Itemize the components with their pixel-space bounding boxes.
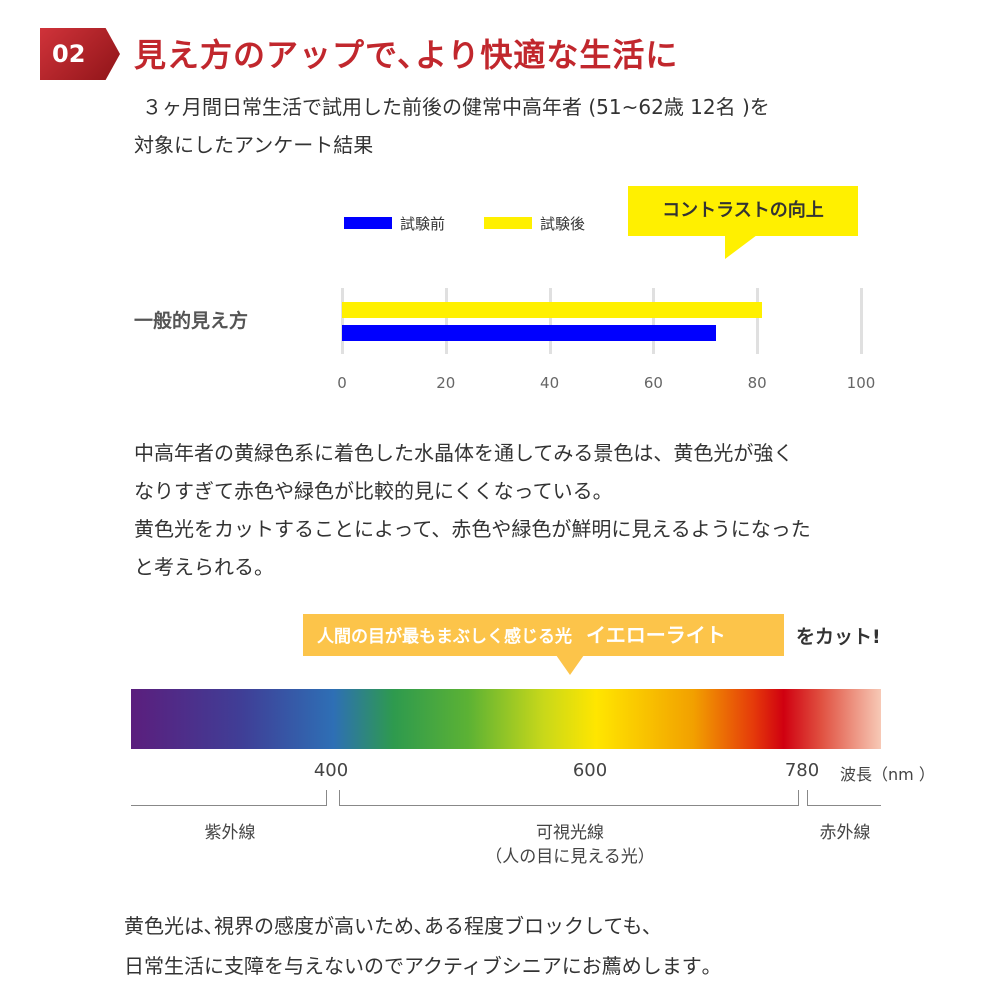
wavelength-780: 780: [784, 760, 820, 781]
explanation-line: 中高年者の黄緑色系に着色した水晶体を通してみる景色は、黄色光が強く: [134, 441, 794, 465]
gridline: [341, 288, 344, 354]
x-tick-label: 100: [846, 374, 876, 392]
footer-text: 黄色光は､視界の感度が高いため､ある程度ブロックしても､ 日常生活に支障を与えな…: [124, 906, 712, 986]
explanation-line: なりすぎて赤色や緑色が比較的見にくくなっている。: [134, 479, 613, 503]
intro-line: 対象にしたアンケート結果: [134, 133, 374, 157]
legend-label: 試験前: [400, 215, 446, 233]
uv-bracket: [131, 790, 327, 806]
gridline: [548, 288, 552, 354]
visible-note: （人の目に見える光）: [485, 847, 655, 867]
contrast-callout: コントラストの向上: [628, 186, 858, 236]
visible-bracket: [339, 790, 799, 806]
intro-text: ３ヶ月間日常生活で試用した前後の健常中高年者 (51~62歳 12名 )を 対象…: [134, 88, 770, 164]
yellow-light-banner: 人間の目が最もまぶしく感じる光 イエローライト: [303, 614, 784, 656]
banner-text: 人間の目が最もまぶしく感じる光: [317, 627, 572, 647]
gridline: [444, 288, 448, 354]
section-title: 見え方のアップで､より快適な生活に: [134, 36, 679, 74]
footer-line: 日常生活に支障を与えないのでアクティブシニアにお薦めします｡: [124, 954, 712, 978]
banner-highlight: イエローライト: [586, 623, 726, 647]
bar-before: [342, 325, 716, 341]
footer-line: 黄色光は､視界の感度が高いため､ある程度ブロックしても､: [124, 914, 653, 938]
banner-suffix: をカット!: [796, 626, 881, 648]
uv-label: 紫外線: [204, 823, 256, 843]
gridline: [860, 288, 863, 354]
legend-swatch: [344, 217, 392, 229]
visible-label: 可視光線: [536, 823, 604, 843]
legend-swatch: [484, 217, 532, 229]
bar-after: [342, 302, 763, 318]
wavelength-600: 600: [572, 760, 608, 781]
callout-tail: [725, 235, 757, 259]
banner-tail: [556, 655, 584, 675]
gridline: [756, 288, 760, 354]
explanation-line: と考えられる。: [134, 555, 274, 579]
intro-line: ３ヶ月間日常生活で試用した前後の健常中高年者 (51~62歳 12名 )を: [142, 95, 770, 119]
light-spectrum: [131, 689, 881, 749]
wavelength-unit: 波長（nm ）: [840, 765, 935, 784]
explanation-line: 黄色光をカットすることによって、赤色や緑色が鮮明に見えるようになった: [134, 517, 811, 541]
gridline: [652, 288, 656, 354]
section-number-badge: 02: [40, 28, 120, 80]
x-tick-label: 80: [747, 374, 767, 392]
category-label: 一般的見え方: [134, 310, 249, 332]
explanation-text: 中高年者の黄緑色系に着色した水晶体を通してみる景色は、黄色光が強く なりすぎて赤…: [134, 434, 811, 586]
x-tick-label: 0: [337, 374, 347, 392]
x-tick-label: 40: [540, 374, 560, 392]
legend-label: 試験後: [540, 215, 586, 233]
x-tick-label: 20: [436, 374, 456, 392]
wavelength-400: 400: [313, 760, 349, 781]
ir-label: 赤外線: [819, 823, 871, 843]
ir-bracket: [807, 790, 881, 806]
x-tick-label: 60: [643, 374, 663, 392]
